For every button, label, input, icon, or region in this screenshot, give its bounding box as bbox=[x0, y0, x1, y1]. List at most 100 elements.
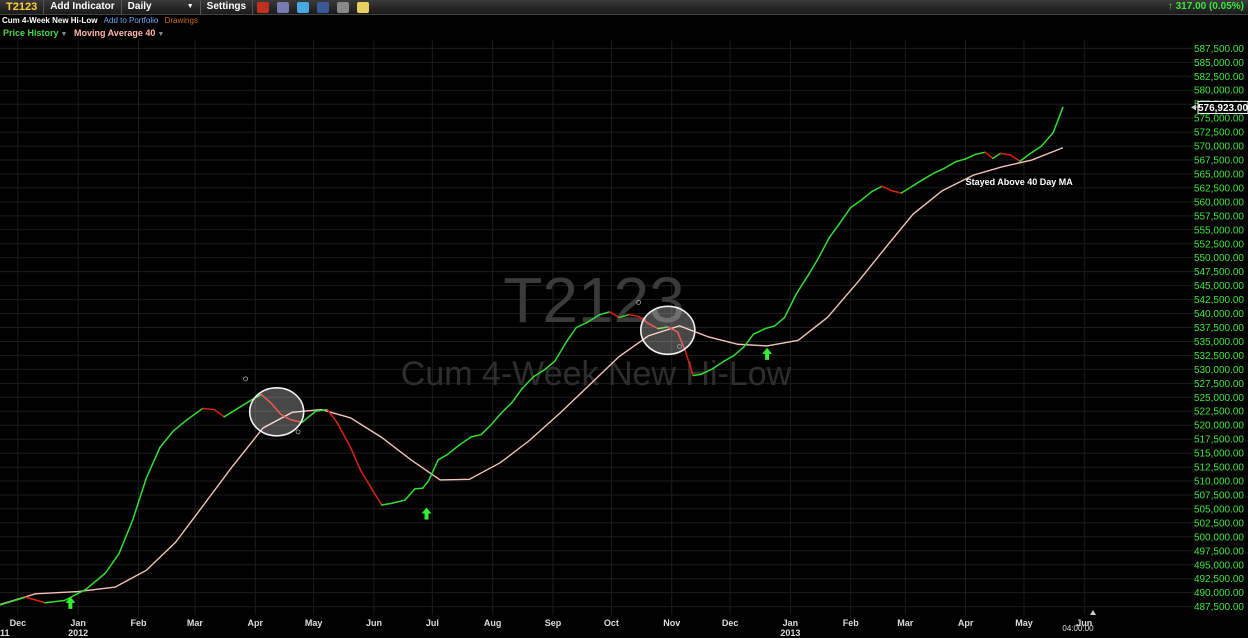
x-tick-label: Feb bbox=[130, 618, 147, 628]
link-icon[interactable] bbox=[337, 1, 350, 13]
price-segment bbox=[118, 519, 134, 555]
price-segment bbox=[912, 178, 924, 187]
price-segment bbox=[783, 293, 798, 319]
price-segment bbox=[992, 152, 1002, 160]
price-segment bbox=[213, 408, 225, 418]
x-tick-label: May bbox=[305, 618, 323, 628]
price-segment bbox=[890, 189, 903, 194]
price-segment bbox=[1019, 153, 1031, 162]
price-segment bbox=[774, 316, 786, 327]
price-segment bbox=[336, 421, 352, 449]
price-segment bbox=[850, 200, 862, 209]
interval-value: Daily bbox=[127, 1, 152, 12]
price-segment bbox=[816, 236, 831, 261]
y-tick-label: 545,000.00 bbox=[1194, 281, 1244, 292]
price-segment bbox=[1009, 154, 1021, 162]
y-tick-label: 547,500.00 bbox=[1194, 267, 1244, 278]
price-segment bbox=[532, 368, 546, 378]
price-segment bbox=[381, 502, 393, 506]
price-segment bbox=[131, 477, 148, 521]
x-tick-label: Jan bbox=[783, 618, 799, 628]
facebook-icon[interactable] bbox=[317, 1, 330, 13]
add-indicator-button[interactable]: Add Indicator bbox=[44, 0, 122, 14]
highlight-circle bbox=[640, 305, 696, 356]
y-tick-label: 580,000.00 bbox=[1194, 86, 1244, 97]
price-segment bbox=[404, 488, 416, 501]
y-tick-label: 570,000.00 bbox=[1194, 142, 1244, 153]
price-segment bbox=[24, 596, 46, 604]
chevron-down-icon: ▼ bbox=[186, 3, 194, 10]
watermark: T2123 Cum 4-Week New Hi-Low bbox=[401, 264, 792, 393]
y-tick-label: 527,500.00 bbox=[1194, 379, 1244, 390]
x-tick-label: Mar bbox=[187, 618, 204, 628]
alarm-icon[interactable] bbox=[257, 1, 270, 13]
price-segment bbox=[764, 325, 776, 330]
y-tick-label: 495,000.00 bbox=[1194, 560, 1244, 571]
x-tick-label: Apr bbox=[958, 618, 974, 628]
y-tick-label: 562,500.00 bbox=[1194, 183, 1244, 194]
price-segment bbox=[943, 160, 957, 170]
x-tick-label: Jul bbox=[426, 618, 439, 628]
price-segment bbox=[733, 346, 745, 357]
interval-select[interactable]: Daily ▼ bbox=[122, 0, 201, 14]
note-icon[interactable] bbox=[357, 1, 370, 13]
caret-down-icon[interactable]: ▼ bbox=[157, 31, 165, 38]
symbol-field[interactable]: T2123 bbox=[0, 0, 45, 14]
print-icon[interactable] bbox=[277, 1, 290, 13]
price-segment bbox=[470, 433, 482, 438]
up-arrow-icon bbox=[65, 596, 76, 609]
y-tick-label: 535,000.00 bbox=[1194, 337, 1244, 348]
y-tick-label: 530,000.00 bbox=[1194, 365, 1244, 376]
change-value: 317.00 (0.05%) bbox=[1175, 1, 1244, 12]
y-tick-label: 497,500.00 bbox=[1194, 546, 1244, 557]
price-segment bbox=[974, 151, 986, 156]
price-segment bbox=[414, 487, 424, 490]
legend-moving-average[interactable]: Moving Average 40 bbox=[73, 28, 156, 38]
x-year-label: 11 bbox=[0, 628, 10, 638]
up-arrow-icon bbox=[421, 507, 432, 520]
price-segment bbox=[608, 311, 620, 319]
price-segment bbox=[499, 401, 513, 415]
watermark-name: Cum 4-Week New Hi-Low bbox=[401, 355, 792, 393]
twitter-icon[interactable] bbox=[297, 1, 310, 13]
price-segment bbox=[390, 499, 406, 505]
price-segment bbox=[489, 413, 502, 426]
sub-toolbar: Cum 4-Week New Hi-Low Add to Portfolio D… bbox=[2, 16, 198, 25]
caret-down-icon[interactable]: ▼ bbox=[60, 31, 68, 38]
x-tick-label: Sep bbox=[545, 618, 562, 628]
add-to-portfolio-link[interactable]: Add to Portfolio bbox=[103, 16, 159, 25]
price-segment bbox=[711, 360, 726, 370]
price-segment bbox=[104, 552, 120, 574]
price-segment bbox=[700, 368, 714, 376]
y-tick-label: 490,000.00 bbox=[1194, 588, 1244, 599]
price-segment bbox=[480, 424, 492, 436]
y-tick-label: 550,000.00 bbox=[1194, 253, 1244, 264]
price-segment bbox=[279, 413, 292, 421]
legend-price-history[interactable]: Price History bbox=[3, 28, 59, 38]
x-tick-label: Nov bbox=[663, 618, 680, 628]
price-segment bbox=[1052, 106, 1064, 134]
y-tick-label: 565,000.00 bbox=[1194, 169, 1244, 180]
price-segment bbox=[565, 326, 578, 343]
price-segment bbox=[933, 167, 945, 174]
highlight-circle bbox=[248, 386, 305, 437]
price-segment bbox=[647, 322, 659, 330]
price-segment bbox=[159, 430, 175, 449]
y-tick-label: 575,000.00 bbox=[1194, 114, 1244, 125]
y-tick-label: 512,500.00 bbox=[1194, 463, 1244, 474]
price-segment bbox=[900, 184, 914, 194]
price-segment bbox=[692, 373, 702, 377]
y-tick-label: 507,500.00 bbox=[1194, 490, 1244, 501]
settings-button[interactable]: Settings bbox=[201, 0, 254, 14]
y-tick-label: 537,500.00 bbox=[1194, 323, 1244, 334]
price-segment bbox=[575, 321, 589, 329]
price-segment bbox=[63, 588, 87, 602]
price-segment bbox=[881, 185, 893, 192]
drawings-link[interactable]: Drawings bbox=[164, 16, 198, 25]
y-tick-label: 585,000.00 bbox=[1194, 58, 1244, 69]
y-tick-label: 557,500.00 bbox=[1194, 211, 1244, 222]
price-segment bbox=[44, 599, 66, 604]
price-segment bbox=[628, 313, 640, 318]
price-segment bbox=[795, 274, 809, 295]
